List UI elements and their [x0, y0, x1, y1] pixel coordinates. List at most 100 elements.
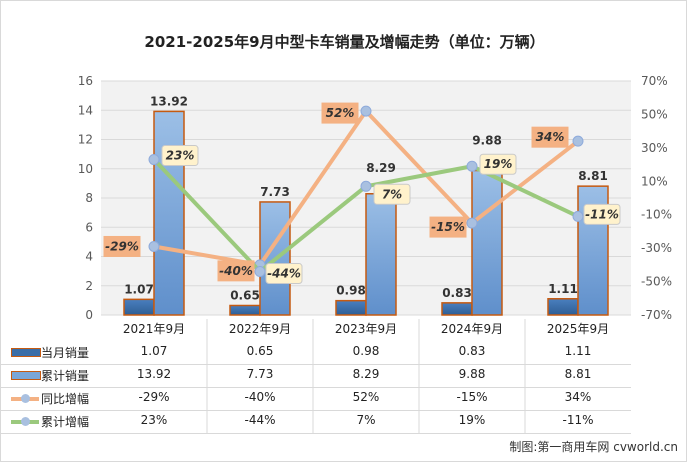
bar-data-label: 1.07 — [124, 282, 154, 296]
bar-monthly — [335, 299, 367, 316]
line-label-box-yoy — [217, 260, 255, 282]
table-cell: -40% — [244, 390, 276, 404]
legend-label: 同比增幅 — [41, 392, 90, 406]
table-cell: -11% — [562, 413, 594, 427]
table-cell: 34% — [564, 390, 592, 404]
line-point-cum — [360, 180, 372, 192]
category-label: 2021年9月 — [123, 322, 185, 336]
line-data-label: -15% — [431, 220, 465, 234]
right-tick-label: 50% — [641, 107, 668, 121]
line-label-box-cum — [373, 183, 411, 205]
bar-monthly — [441, 302, 473, 316]
source-caption: 制图:第一商用车网 cvworld.cn — [509, 440, 678, 454]
bar-cumulative — [153, 110, 185, 316]
right-tick-label: 10% — [641, 174, 668, 188]
table-cell: -44% — [244, 413, 276, 427]
right-tick-label: -30% — [641, 241, 672, 255]
bar-data-label: 13.92 — [150, 94, 188, 108]
line-label-box-cum — [161, 145, 199, 167]
line-data-label: 52% — [326, 106, 355, 120]
line-data-label: 7% — [382, 187, 402, 201]
left-tick-label: 14 — [78, 103, 93, 117]
line-point-cum — [254, 266, 266, 278]
legend-label: 累计增幅 — [41, 415, 90, 429]
legend-key-icon — [11, 348, 41, 357]
category-label: 2025年9月 — [547, 322, 609, 336]
category-label: 2022年9月 — [229, 322, 291, 336]
right-tick-label: 30% — [641, 141, 668, 155]
table-cell: -15% — [456, 390, 488, 404]
table-cell: 0.98 — [352, 344, 380, 358]
table-cell: 9.88 — [458, 367, 486, 381]
table-cell: 8.29 — [352, 367, 380, 381]
line-label-box-yoy — [321, 102, 359, 124]
bar-data-label: 0.65 — [230, 288, 260, 302]
line-label-box-cum — [479, 153, 517, 175]
right-tick-label: -50% — [641, 275, 672, 289]
line-point-cum — [466, 160, 478, 172]
table-cell: 8.81 — [564, 367, 592, 381]
table-cell: 7.73 — [246, 367, 274, 381]
table-cell: 0.65 — [246, 344, 274, 358]
left-tick-label: 0 — [85, 308, 93, 322]
line-point-cum — [148, 154, 160, 166]
right-tick-label: -70% — [641, 308, 672, 322]
bar-data-label: 7.73 — [260, 185, 290, 199]
legend-key-icon — [11, 394, 39, 403]
legend-label: 累计销量 — [41, 369, 90, 383]
bar-data-label: 9.88 — [472, 134, 502, 148]
table-row: 累计增幅 23% -44% 7% 19% -11% — [1, 410, 631, 434]
line-data-label: -11% — [585, 207, 619, 221]
line-label-box-yoy — [531, 126, 569, 148]
line-data-label: -40% — [219, 264, 253, 278]
left-tick-label: 10 — [78, 162, 93, 176]
line-label-box-cum — [265, 263, 303, 285]
left-tick-label: 4 — [85, 250, 93, 264]
category-label: 2024年9月 — [441, 322, 503, 336]
right-tick-label: -10% — [641, 208, 672, 222]
line-point-cum — [572, 210, 584, 222]
table-cell: 7% — [356, 413, 376, 427]
table-cell: 1.07 — [140, 344, 168, 358]
bar-monthly — [123, 298, 155, 316]
table-cell: 13.92 — [136, 367, 172, 381]
bar-data-label: 0.83 — [442, 286, 472, 300]
chart-title: 2021-2025年9月中型卡车销量及增幅走势（单位：万辆） — [144, 33, 545, 51]
line-data-label: 19% — [484, 157, 513, 171]
bar-data-label: 1.11 — [548, 282, 578, 296]
bar-data-label: 8.81 — [578, 169, 608, 183]
line-data-label: 34% — [536, 130, 565, 144]
right-tick-label: 70% — [641, 74, 668, 88]
line-data-label: 23% — [166, 149, 195, 163]
table-cell: 23% — [140, 413, 168, 427]
line-data-label: -44% — [267, 267, 301, 281]
bar-data-label: 0.98 — [336, 284, 366, 298]
legend-label: 当月销量 — [41, 346, 90, 360]
category-label: 2023年9月 — [335, 322, 397, 336]
table-row: 累计销量 13.92 7.73 8.29 9.88 8.81 — [1, 364, 631, 388]
table-cell: 52% — [352, 390, 380, 404]
line-point-yoy — [360, 105, 372, 117]
table-cell: 19% — [458, 413, 486, 427]
line-point-yoy — [466, 217, 478, 229]
left-tick-label: 6 — [85, 220, 93, 234]
table-cell: 0.83 — [458, 344, 486, 358]
bar-cumulative — [365, 193, 397, 316]
table-row: 当月销量 1.07 0.65 0.98 0.83 1.11 — [1, 341, 631, 365]
left-tick-label: 2 — [85, 279, 93, 293]
legend-key-icon — [11, 371, 41, 380]
left-tick-label: 16 — [78, 74, 93, 88]
line-label-box-cum — [583, 203, 621, 225]
table-row: 同比增幅 -29% -40% 52% -15% 34% — [1, 387, 631, 411]
line-label-box-yoy — [429, 216, 467, 238]
legend-key-icon — [11, 417, 39, 426]
line-point-yoy — [572, 135, 584, 147]
left-tick-label: 8 — [85, 191, 93, 205]
bar-data-label: 8.29 — [366, 161, 396, 175]
line-label-box-yoy — [103, 235, 141, 257]
table-cell: 1.11 — [564, 344, 592, 358]
bar-cumulative — [471, 169, 503, 316]
table-cell: -29% — [138, 390, 170, 404]
